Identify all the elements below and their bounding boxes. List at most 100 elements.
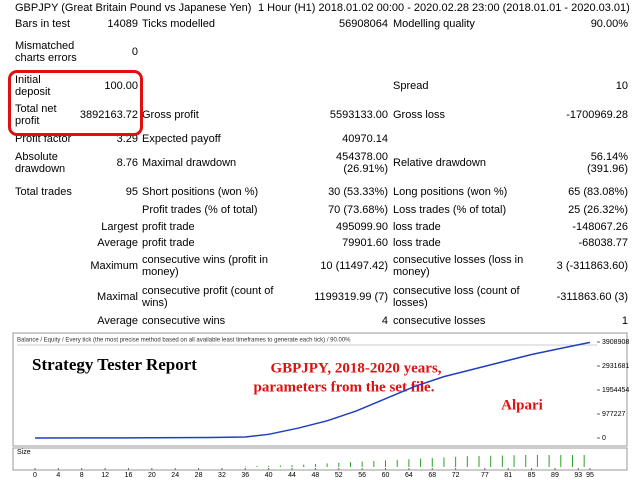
- period: 1 Hour (H1) 2018.01.02 00:00 - 2020.02.2…: [258, 2, 630, 14]
- x-tick-label: 40: [265, 472, 273, 479]
- cell-value: 5593133.00: [329, 109, 388, 121]
- cell-value: 3 (-311863.60): [556, 260, 628, 272]
- x-tick-label: 52: [335, 472, 343, 479]
- highlight-box: [8, 70, 143, 136]
- cell-value: Maximum: [90, 260, 138, 272]
- cell-label: profit trade: [142, 221, 195, 233]
- cell-value: -68038.77: [578, 237, 628, 249]
- x-tick-label: 95: [586, 472, 594, 479]
- x-tick-label: 77: [481, 472, 489, 479]
- cell-value: 56908064: [339, 18, 388, 30]
- cell-label: Absolute drawdown: [15, 151, 66, 175]
- cell-label: consecutive profit (count of wins): [142, 285, 274, 309]
- cell-label: loss trade: [393, 237, 441, 249]
- cell-value: 10 (11497.42): [320, 260, 388, 272]
- cell-label: Maximal drawdown: [142, 157, 237, 169]
- y-tick-label: 2931681: [602, 363, 629, 370]
- x-tick-label: 64: [405, 472, 413, 479]
- cell-value: -148067.26: [572, 221, 628, 233]
- cell-value: 1199319.99 (7): [314, 291, 388, 303]
- cell-value: 90.00%: [590, 18, 628, 30]
- cell-value: 8.76: [116, 157, 138, 169]
- cell-value: Largest: [101, 221, 138, 233]
- y-tick-label: 0: [602, 435, 606, 442]
- chart-legend: Balance / Equity / Every tick (the most …: [17, 338, 351, 344]
- y-tick-label: 3908908: [602, 339, 629, 346]
- x-tick-label: 32: [218, 472, 226, 479]
- x-tick-label: 16: [125, 472, 133, 479]
- cell-value: 454378.00 (26.91%): [336, 151, 388, 175]
- cell-value: 25 (26.32%): [568, 204, 628, 216]
- cell-value: 95: [125, 186, 138, 198]
- cell-value: 65 (83.08%): [568, 186, 628, 198]
- cell-label: Short positions (won %): [142, 186, 259, 198]
- cell-label: loss trade: [393, 221, 441, 233]
- cell-value: 10: [615, 80, 628, 92]
- cell-value: 30 (53.33%): [328, 186, 388, 198]
- x-tick-label: 81: [504, 472, 512, 479]
- x-tick-label: 85: [528, 472, 536, 479]
- cell-label: consecutive losses (loss in money): [393, 254, 524, 278]
- cell-label: consecutive losses: [393, 315, 486, 327]
- cell-label: Ticks modelled: [142, 18, 215, 30]
- cell-label: Mismatched charts errors: [15, 40, 77, 64]
- y-tick-label: 1954454: [602, 387, 629, 394]
- cell-label: Gross profit: [142, 109, 199, 121]
- x-tick-label: 4: [56, 472, 60, 479]
- x-tick-label: 24: [171, 472, 179, 479]
- cell-label: Loss trades (% of total): [393, 204, 507, 216]
- cell-label: Profit trades (% of total): [142, 204, 258, 216]
- cell-label: Long positions (won %): [393, 186, 508, 198]
- cell-label: Bars in test: [15, 18, 71, 30]
- x-tick-label: 36: [241, 472, 249, 479]
- cell-label: Total trades: [15, 186, 72, 198]
- x-tick-label: 0: [33, 472, 37, 479]
- cell-value: Average: [97, 237, 138, 249]
- cell-value: -311863.60 (3): [556, 291, 628, 303]
- balance-line: [34, 341, 591, 439]
- annotation: Alpari: [501, 397, 543, 413]
- cell-label: Profit factor: [15, 133, 72, 145]
- cell-label: Gross loss: [393, 109, 445, 121]
- cell-label: Total net profit: [15, 103, 57, 127]
- cell-value: -1700969.28: [566, 109, 628, 121]
- x-tick-label: 20: [148, 472, 156, 479]
- cell-value: 14089: [107, 18, 138, 30]
- annotation: GBPJPY, 2018-2020 years,: [270, 360, 441, 376]
- balance-panel: [12, 332, 628, 447]
- y-tick-label: 977227: [602, 411, 625, 418]
- cell-value: 100.00: [104, 80, 138, 92]
- cell-label: Modelling quality: [393, 18, 475, 30]
- x-tick-label: 68: [428, 472, 436, 479]
- cell-value: 1: [621, 315, 628, 327]
- cell-label: consecutive wins: [142, 315, 226, 327]
- cell-label: Expected payoff: [142, 133, 221, 145]
- annotation: parameters from the set file.: [254, 379, 435, 395]
- x-tick-label: 28: [195, 472, 203, 479]
- cell-value: 3.29: [116, 133, 138, 145]
- x-tick-label: 12: [101, 472, 109, 479]
- x-tick-label: 60: [382, 472, 390, 479]
- size-panel: [12, 447, 628, 471]
- cell-value: 70 (73.68%): [328, 204, 388, 216]
- x-tick-label: 72: [452, 472, 460, 479]
- cell-value: Maximal: [97, 291, 138, 303]
- cell-label: profit trade: [142, 237, 195, 249]
- chart-title: Strategy Tester Report: [32, 355, 197, 374]
- x-tick-label: 44: [288, 472, 296, 479]
- cell-label: consecutive wins (profit in money): [142, 254, 268, 278]
- cell-value: 79901.60: [342, 237, 388, 249]
- x-tick-label: 93: [574, 472, 582, 479]
- cell-value: 56.14% (391.96): [587, 151, 628, 175]
- x-tick-label: 48: [312, 472, 320, 479]
- cell-value: 495099.90: [336, 221, 388, 233]
- cell-label: Spread: [393, 80, 429, 92]
- x-tick-label: 56: [358, 472, 366, 479]
- cell-label: Relative drawdown: [393, 157, 486, 169]
- cell-value: 0: [131, 46, 138, 58]
- cell-value: 3892163.72: [79, 109, 138, 121]
- cell-label: consecutive loss (count of losses): [393, 285, 520, 309]
- x-tick-label: 8: [80, 472, 84, 479]
